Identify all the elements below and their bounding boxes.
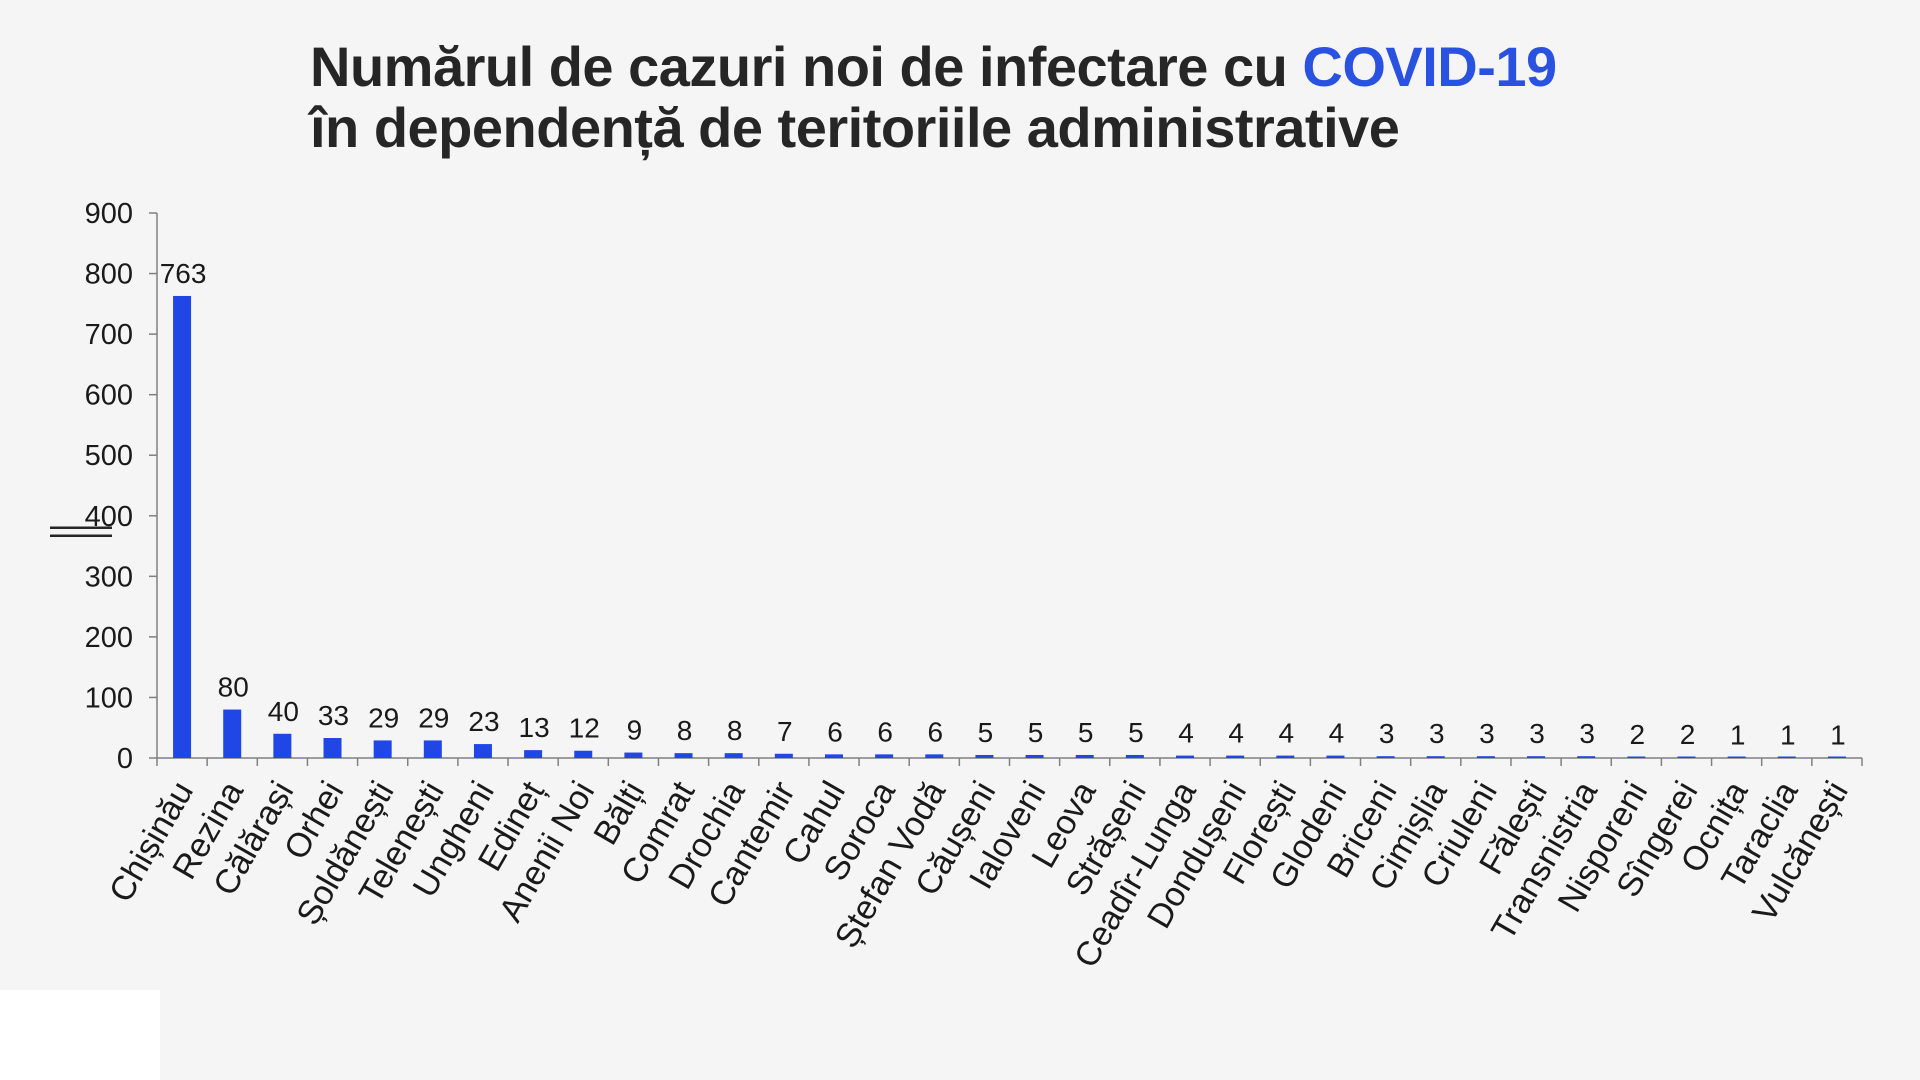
bar — [173, 295, 192, 758]
data-label: 4 — [1228, 718, 1244, 749]
data-label: 8 — [727, 715, 743, 746]
y-tick-label: 900 — [85, 198, 133, 230]
data-label: 29 — [368, 702, 399, 733]
bar — [774, 753, 793, 758]
data-label: 1 — [1830, 719, 1846, 750]
title-line-2: în dependență de teritoriile administrat… — [310, 96, 1400, 159]
bar — [1075, 754, 1094, 758]
bar — [1677, 756, 1696, 758]
title-line-1-prefix: Numărul de cazuri noi de infectare cu — [310, 35, 1303, 98]
bar — [1627, 756, 1646, 758]
data-label: 80 — [218, 672, 249, 703]
data-label: 6 — [927, 716, 943, 747]
data-label: 3 — [1429, 718, 1445, 749]
bar — [1376, 756, 1395, 758]
y-tick-label: 300 — [85, 561, 133, 593]
bar — [223, 709, 242, 758]
bar — [1025, 754, 1044, 758]
bar — [624, 752, 643, 758]
bar — [1125, 754, 1144, 758]
bar — [824, 754, 843, 758]
data-label: 3 — [1479, 718, 1495, 749]
data-label: 3 — [1379, 718, 1395, 749]
bar — [524, 750, 543, 758]
bar — [875, 754, 894, 758]
data-label: 6 — [877, 716, 893, 747]
bar — [473, 744, 492, 758]
data-label: 5 — [1028, 717, 1044, 748]
data-label: 33 — [318, 700, 349, 731]
y-tick-label: 100 — [85, 682, 133, 714]
data-label: 6 — [827, 716, 843, 747]
data-label: 5 — [978, 717, 994, 748]
bar — [1226, 755, 1245, 758]
bar — [323, 738, 342, 758]
bar — [1176, 755, 1195, 758]
data-label: 29 — [418, 702, 449, 733]
corner-patch — [0, 990, 160, 1080]
title-highlight: COVID-19 — [1302, 35, 1557, 98]
y-tick-label: 800 — [85, 259, 133, 291]
data-label: 4 — [1329, 718, 1345, 749]
title-line-1: Numărul de cazuri noi de infectare cu CO… — [310, 36, 1557, 97]
bar — [1326, 755, 1345, 758]
bar — [423, 740, 442, 758]
data-label: 12 — [569, 713, 600, 744]
data-label: 4 — [1279, 718, 1295, 749]
bar — [674, 753, 693, 758]
data-label: 1 — [1730, 719, 1746, 750]
data-label: 8 — [677, 715, 693, 746]
y-tick-label: 200 — [85, 622, 133, 654]
data-label: 40 — [268, 696, 299, 727]
bar — [1476, 756, 1495, 758]
data-label: 13 — [519, 712, 550, 743]
y-tick-label: 0 — [117, 743, 133, 775]
data-label: 3 — [1529, 718, 1545, 749]
bar — [975, 754, 994, 758]
data-label: 2 — [1680, 719, 1696, 750]
data-label: 7 — [777, 716, 793, 747]
data-label: 4 — [1178, 718, 1194, 749]
bar — [1276, 755, 1295, 758]
bar — [1777, 756, 1796, 758]
bar — [273, 733, 292, 758]
bar — [1727, 756, 1746, 758]
bar — [1577, 756, 1596, 758]
data-label: 5 — [1078, 717, 1094, 748]
bar — [574, 750, 593, 758]
y-tick-label: 500 — [85, 440, 133, 472]
chart-title: Numărul de cazuri noi de infectare cu CO… — [310, 36, 1557, 158]
bar — [1827, 756, 1846, 758]
bar — [724, 753, 743, 758]
bar — [1527, 756, 1546, 758]
y-tick-label: 700 — [85, 319, 133, 351]
bar — [925, 754, 944, 758]
data-label: 23 — [468, 706, 499, 737]
data-label: 2 — [1630, 719, 1646, 750]
data-label: 1 — [1780, 719, 1796, 750]
data-label: 5 — [1128, 717, 1144, 748]
y-tick-label: 600 — [85, 380, 133, 412]
data-label: 763 — [160, 258, 207, 289]
data-label: 3 — [1579, 718, 1595, 749]
bar — [1426, 756, 1445, 758]
bar — [373, 740, 392, 758]
data-label: 9 — [627, 715, 643, 746]
